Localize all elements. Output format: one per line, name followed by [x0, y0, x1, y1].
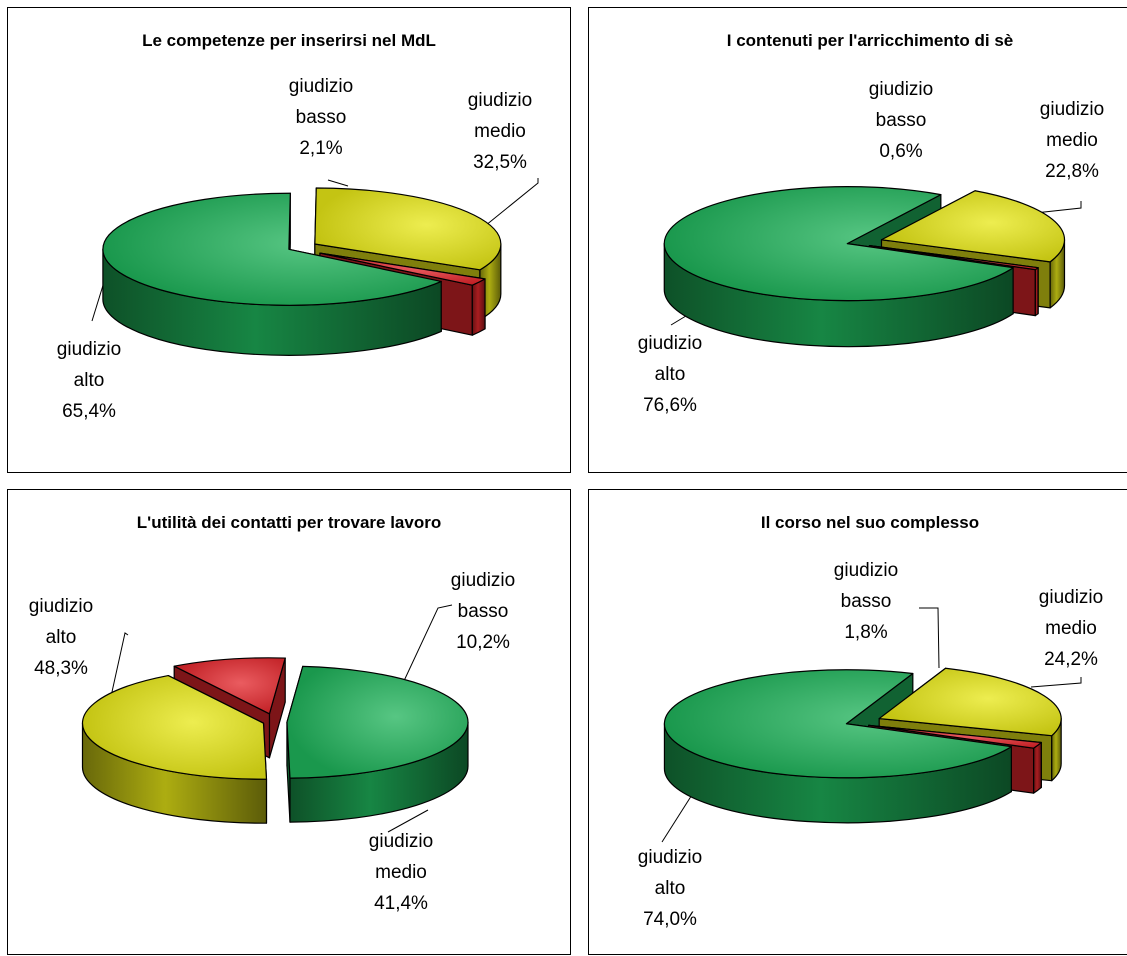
leader-line-giudizio-medio — [479, 178, 539, 231]
slice-rim-giudizio-basso — [1034, 267, 1039, 317]
pie-chart-corso — [661, 607, 1082, 843]
slice-rim-giudizio-basso — [1033, 741, 1042, 794]
slice-giudizio-basso — [319, 252, 486, 286]
label-giudizio-medio: giudizio medio 32,5% — [467, 90, 533, 173]
slice-giudizio-medio — [880, 190, 1066, 263]
slice-giudizio-medio — [878, 667, 1062, 737]
leader-line-giudizio-basso — [919, 607, 940, 669]
slice-giudizio-basso — [173, 657, 286, 715]
chart-panel-contenuti: I contenuti per l'arricchimento di sè gi… — [588, 7, 1127, 473]
slice-giudizio-medio — [314, 187, 502, 271]
chart-panel-competenze: Le competenze per inserirsi nel MdL giud… — [7, 7, 571, 473]
label-giudizio-basso: giudizio basso 1,8% — [833, 560, 899, 643]
pie-chart-contatti — [81, 604, 469, 833]
label-giudizio-medio: giudizio medio 24,2% — [1038, 587, 1104, 670]
label-giudizio-basso: giudizio basso 2,1% — [288, 76, 354, 159]
leader-line-giudizio-alto — [107, 632, 129, 711]
leader-line-giudizio-medio — [1034, 201, 1082, 214]
chart-title: Il corso nel suo complesso — [760, 513, 980, 532]
leader-line-giudizio-basso — [327, 179, 349, 187]
label-giudizio-alto: giudizio alto 76,6% — [637, 333, 703, 416]
chart-title: L'utilità dei contatti per trovare lavor… — [136, 513, 442, 532]
slice-giudizio-alto — [663, 186, 1014, 302]
label-giudizio-medio: giudizio medio 22,8% — [1039, 99, 1105, 182]
label-giudizio-medio: giudizio medio 41,4% — [368, 831, 434, 914]
slice-giudizio-basso — [868, 244, 1039, 271]
leader-line-giudizio-medio — [387, 809, 429, 833]
slice-giudizio-alto — [663, 669, 1012, 779]
label-giudizio-basso: giudizio basso 10,2% — [450, 570, 516, 653]
slice-giudizio-basso — [868, 724, 1042, 749]
leader-line-giudizio-basso — [402, 604, 453, 684]
slice-giudizio-alto — [102, 192, 442, 306]
chart-title: Le competenze per inserirsi nel MdL — [142, 31, 436, 50]
label-giudizio-alto: giudizio alto 65,4% — [56, 339, 122, 422]
pie-chart-contenuti — [663, 186, 1082, 348]
label-giudizio-alto: giudizio alto 74,0% — [637, 847, 703, 930]
slice-giudizio-alto — [286, 665, 469, 779]
chart-panel-contatti: L'utilità dei contatti per trovare lavor… — [7, 489, 571, 955]
slice-giudizio-medio — [81, 674, 268, 780]
chart-panel-corso: Il corso nel suo complesso giudizio basso… — [588, 489, 1127, 955]
leader-line-giudizio-medio — [1030, 677, 1082, 688]
pie-chart-competenze — [91, 178, 539, 356]
slice-rim-giudizio-basso — [471, 278, 486, 336]
label-giudizio-basso: giudizio basso 0,6% — [868, 79, 934, 162]
chart-title: I contenuti per l'arricchimento di sè — [726, 31, 1014, 50]
label-giudizio-alto: giudizio alto 48,3% — [28, 596, 94, 679]
